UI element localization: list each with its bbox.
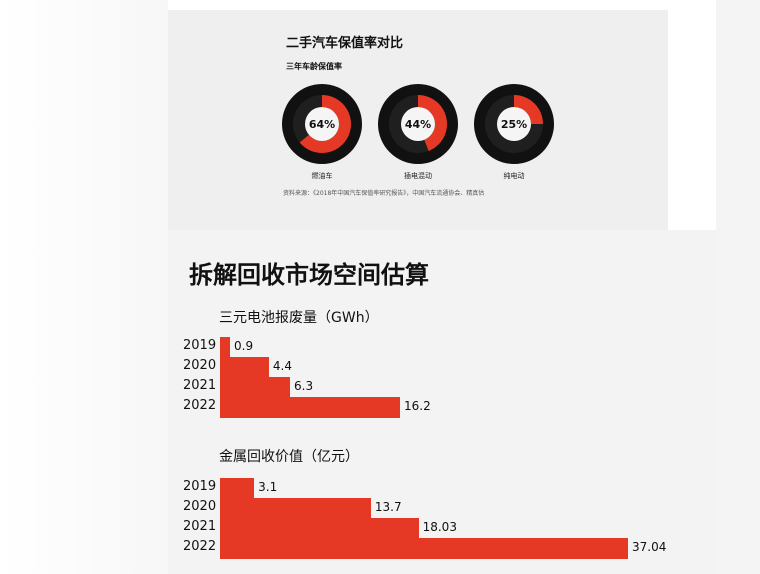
data-bar <box>220 377 290 398</box>
tire-gauge-svg: 25% <box>474 84 554 164</box>
data-bar <box>220 498 371 519</box>
year-label: 2021 <box>183 378 217 393</box>
tire-gauge-svg: 44% <box>378 84 458 164</box>
data-bar <box>220 357 269 378</box>
tire-label-phev: 插电混动 <box>404 172 432 180</box>
tire-value: 64% <box>309 118 335 131</box>
source-note: 资料来源：《2018年中国汽车保值率研究报告》，中国汽车流通协会、精真估 <box>283 190 485 197</box>
year-label: 2022 <box>183 539 217 554</box>
value-label: 4.4 <box>272 359 292 373</box>
data-bar <box>220 518 419 539</box>
value-label: 13.7 <box>374 500 402 514</box>
metal-chart-title: 金属回收价值（亿元） <box>219 449 359 465</box>
data-bar <box>220 337 230 358</box>
year-label: 2020 <box>183 499 217 514</box>
value-label: 18.03 <box>422 520 457 534</box>
value-label: 37.04 <box>632 540 667 554</box>
tire-gauge-fuel: 64% <box>280 82 364 170</box>
tire-label-ev: 纯电动 <box>503 172 525 180</box>
data-bar <box>220 397 400 418</box>
right-background <box>716 0 760 574</box>
battery-chart-title: 三元电池报废量（GWh） <box>219 310 379 326</box>
section-title: 拆解回收市场空间估算 <box>189 261 429 289</box>
tire-slice <box>514 95 543 124</box>
data-bar <box>220 538 628 559</box>
left-background <box>0 0 168 574</box>
tire-gauge-svg: 64% <box>282 84 362 164</box>
tire-slice <box>299 95 351 153</box>
tire-value: 25% <box>501 118 527 131</box>
year-label: 2019 <box>183 479 217 494</box>
tire-gauge-phev: 44% <box>376 82 460 170</box>
value-label: 16.2 <box>404 399 431 413</box>
tire-label-fuel: 燃油车 <box>311 172 333 180</box>
retention-title: 二手汽车保值率对比 <box>286 36 404 51</box>
year-label: 2021 <box>183 519 217 534</box>
value-label: 0.9 <box>234 339 254 353</box>
retention-subtitle: 三年车龄保值率 <box>286 62 342 71</box>
value-label: 3.1 <box>258 480 278 494</box>
year-label: 2019 <box>183 338 217 353</box>
tire-slice <box>418 95 447 151</box>
value-label: 6.3 <box>294 379 314 393</box>
year-label: 2020 <box>183 358 217 373</box>
data-bar <box>220 478 255 499</box>
tire-gauge-ev: 25% <box>472 82 556 170</box>
tire-value: 44% <box>405 118 431 131</box>
year-label: 2022 <box>183 398 217 413</box>
